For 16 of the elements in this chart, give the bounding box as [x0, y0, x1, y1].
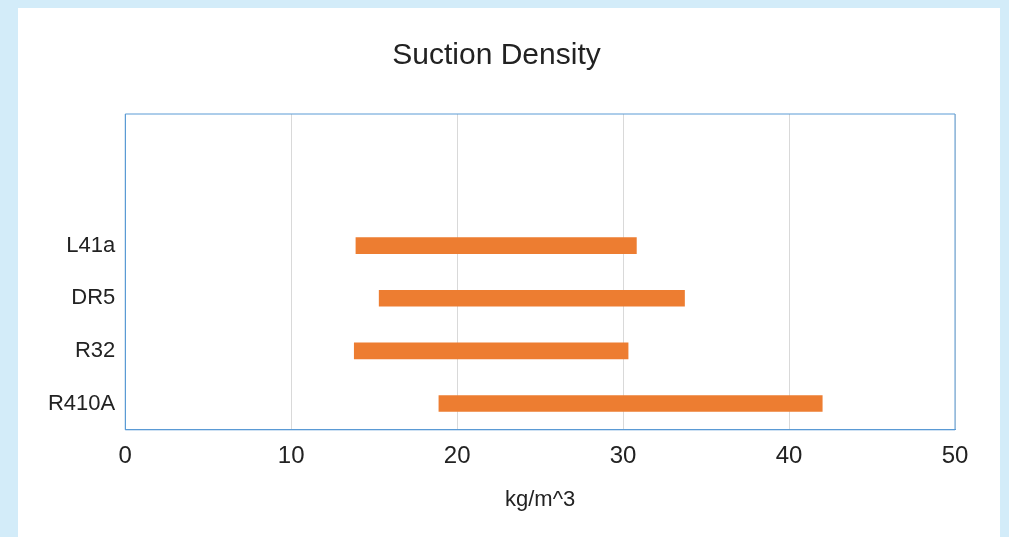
bar: [353, 342, 629, 360]
x-tick-label: 20: [443, 440, 471, 468]
y-tick-label: R32: [74, 336, 116, 362]
y-tick-label: DR5: [71, 284, 116, 310]
x-tick-label: 40: [775, 440, 803, 468]
bar: [438, 395, 823, 412]
x-tick-label: 10: [277, 440, 305, 468]
bar: [378, 289, 685, 307]
x-axis-title: kg/m^3: [505, 485, 576, 511]
chart-title: Suction Density: [392, 37, 601, 71]
bar: [355, 237, 637, 254]
y-tick-label: R410A: [47, 389, 116, 415]
x-tick-label: 30: [609, 440, 637, 468]
y-tick-label: L41a: [66, 231, 117, 257]
x-tick-label: 50: [941, 440, 969, 468]
x-tick-label: 0: [118, 440, 132, 468]
